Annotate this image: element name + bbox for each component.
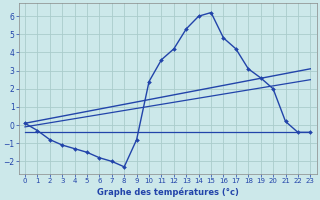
X-axis label: Graphe des températures (°c): Graphe des températures (°c): [97, 187, 239, 197]
